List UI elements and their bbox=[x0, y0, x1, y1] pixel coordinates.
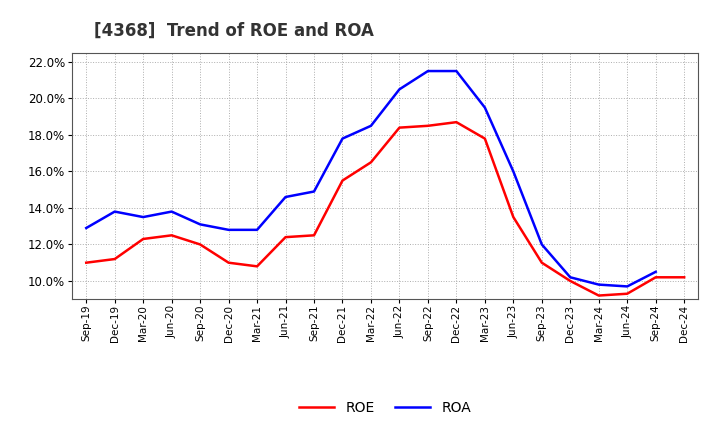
ROE bbox=[537, 260, 546, 265]
ROA bbox=[452, 68, 461, 73]
ROA bbox=[253, 227, 261, 232]
ROE bbox=[196, 242, 204, 247]
ROE bbox=[110, 257, 119, 262]
ROE bbox=[395, 125, 404, 130]
ROA bbox=[623, 284, 631, 289]
ROA bbox=[652, 269, 660, 275]
ROA bbox=[537, 242, 546, 247]
ROE bbox=[452, 120, 461, 125]
ROE bbox=[423, 123, 432, 128]
ROE bbox=[225, 260, 233, 265]
ROE bbox=[566, 279, 575, 284]
ROE bbox=[595, 293, 603, 298]
ROE bbox=[338, 178, 347, 183]
ROE bbox=[623, 291, 631, 297]
ROA bbox=[395, 87, 404, 92]
ROA bbox=[225, 227, 233, 232]
Line: ROA: ROA bbox=[86, 71, 656, 286]
ROA bbox=[110, 209, 119, 214]
ROA bbox=[566, 275, 575, 280]
ROA bbox=[82, 225, 91, 231]
ROE bbox=[680, 275, 688, 280]
ROA bbox=[595, 282, 603, 287]
ROE bbox=[167, 233, 176, 238]
ROA bbox=[310, 189, 318, 194]
ROE bbox=[253, 264, 261, 269]
ROA bbox=[139, 214, 148, 220]
ROE bbox=[82, 260, 91, 265]
ROE bbox=[139, 236, 148, 242]
ROA bbox=[366, 123, 375, 128]
ROE bbox=[366, 160, 375, 165]
ROA bbox=[480, 105, 489, 110]
ROA bbox=[338, 136, 347, 141]
ROA bbox=[509, 169, 518, 174]
ROA bbox=[196, 222, 204, 227]
ROA bbox=[167, 209, 176, 214]
Legend: ROE, ROA: ROE, ROA bbox=[294, 395, 477, 420]
Line: ROE: ROE bbox=[86, 122, 684, 296]
ROA bbox=[282, 194, 290, 200]
ROE bbox=[480, 136, 489, 141]
ROE bbox=[282, 235, 290, 240]
ROA bbox=[423, 68, 432, 73]
ROE bbox=[310, 233, 318, 238]
Text: [4368]  Trend of ROE and ROA: [4368] Trend of ROE and ROA bbox=[94, 22, 374, 40]
ROE bbox=[652, 275, 660, 280]
ROE bbox=[509, 214, 518, 220]
